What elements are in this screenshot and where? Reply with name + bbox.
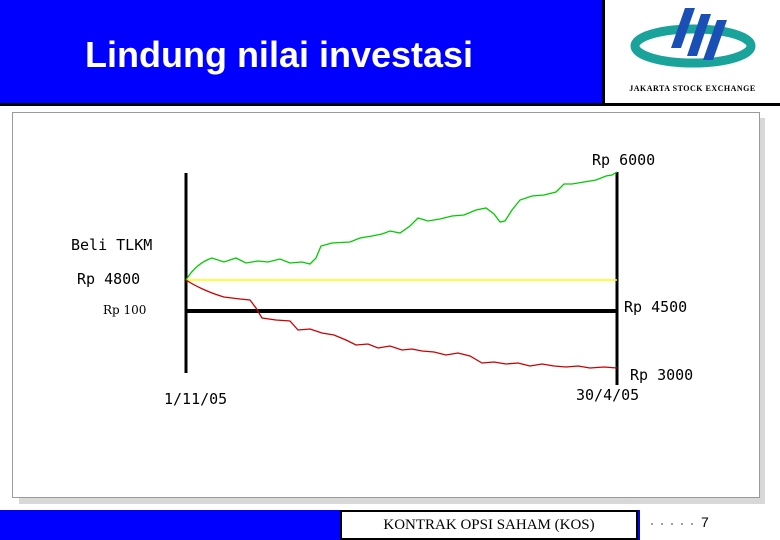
page-number-box bbox=[640, 510, 780, 540]
buy-price-label: Rp 4800 bbox=[77, 270, 141, 288]
page-dots-decoration bbox=[651, 523, 693, 525]
slide-title: Lindung nilai investasi bbox=[85, 34, 474, 75]
jsx-logo-mark bbox=[630, 8, 756, 68]
buy-label: Beli TLKM bbox=[71, 236, 153, 254]
logo-caption: JAKARTA STOCK EXCHANGE bbox=[629, 84, 756, 93]
start-date-label: 1/11/05 bbox=[164, 390, 228, 408]
up-price-label: Rp 6000 bbox=[592, 151, 656, 169]
price-path-down bbox=[185, 279, 618, 369]
strike-price-label: Rp 4500 bbox=[624, 298, 688, 316]
footer-caption-box: KONTRAK OPSI SAHAM (KOS) bbox=[340, 510, 638, 540]
footer-caption: KONTRAK OPSI SAHAM (KOS) bbox=[383, 517, 595, 533]
premium-label: Rp 100 bbox=[103, 303, 147, 317]
content-panel bbox=[12, 112, 760, 498]
jsx-logo: JAKARTA STOCK EXCHANGE bbox=[605, 0, 780, 106]
title-bar: Lindung nilai investasi bbox=[0, 0, 605, 106]
page-number: 7 bbox=[701, 514, 709, 530]
down-price-label: Rp 3000 bbox=[630, 366, 694, 384]
end-date-label: 30/4/05 bbox=[576, 386, 640, 404]
price-path-up bbox=[185, 171, 618, 281]
